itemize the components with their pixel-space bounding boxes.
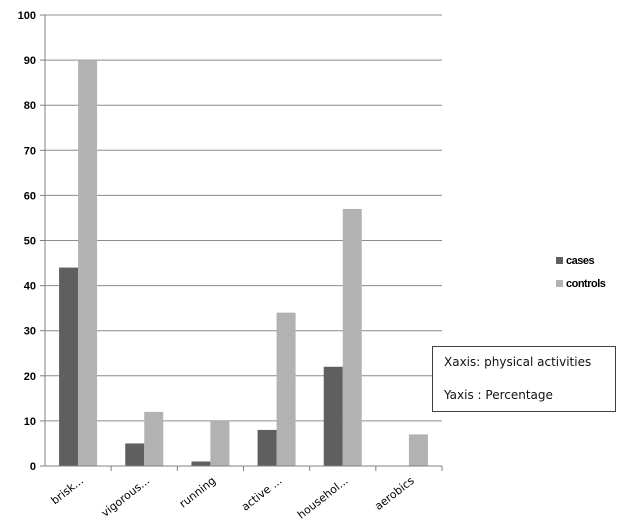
- bar-controls-3: [276, 312, 296, 466]
- x-tick-label: aerobics: [372, 474, 417, 513]
- bar-cases-4: [323, 366, 343, 466]
- y-tick-label: 10: [24, 416, 36, 428]
- y-tick-label: 30: [24, 326, 36, 338]
- x-axis-annotation: Xaxis: physical activities: [444, 355, 592, 369]
- x-tick-label: active ...: [239, 474, 284, 513]
- bar-controls-1: [144, 411, 164, 466]
- y-tick-label: 40: [24, 281, 36, 293]
- x-tick-label: running: [177, 474, 218, 510]
- axis-annotation-box: Xaxis: physical activities Yaxis : Perce…: [432, 346, 616, 412]
- y-tick-label: 100: [18, 10, 36, 22]
- y-tick-label: 60: [24, 190, 36, 202]
- y-tick-label: 70: [24, 145, 36, 157]
- bar-controls-0: [78, 60, 98, 466]
- y-axis-annotation: Yaxis : Percentage: [444, 388, 553, 402]
- bar-cases-2: [191, 461, 211, 466]
- bars: [59, 60, 428, 466]
- y-axis-ticks: 0 10 20 30 40 50 60 70 80 90 100: [18, 10, 45, 473]
- bar-cases-1: [125, 443, 145, 466]
- legend-swatch-cases: [556, 257, 563, 264]
- y-tick-label: 50: [24, 236, 36, 248]
- gridlines: [45, 14, 442, 422]
- x-axis-labels: brisk... vigorous... running active ... hous…: [49, 466, 443, 522]
- y-tick-label: 0: [30, 461, 36, 473]
- x-tick-label: brisk...: [49, 474, 86, 507]
- legend-label-cases: cases: [566, 255, 594, 267]
- y-tick-label: 20: [24, 371, 36, 383]
- y-tick-label: 80: [24, 100, 36, 112]
- legend-label-controls: controls: [566, 278, 606, 290]
- bar-controls-2: [210, 420, 230, 466]
- y-tick-label: 90: [24, 55, 36, 67]
- bar-controls-4: [342, 208, 362, 466]
- bar-controls-5: [408, 434, 428, 466]
- legend: cases controls: [556, 255, 606, 290]
- legend-swatch-controls: [556, 280, 563, 287]
- x-tick-label: househol...: [295, 474, 351, 521]
- bar-cases-3: [257, 429, 277, 466]
- bar-cases-0: [59, 267, 79, 466]
- x-tick-label: vigorous...: [99, 474, 152, 520]
